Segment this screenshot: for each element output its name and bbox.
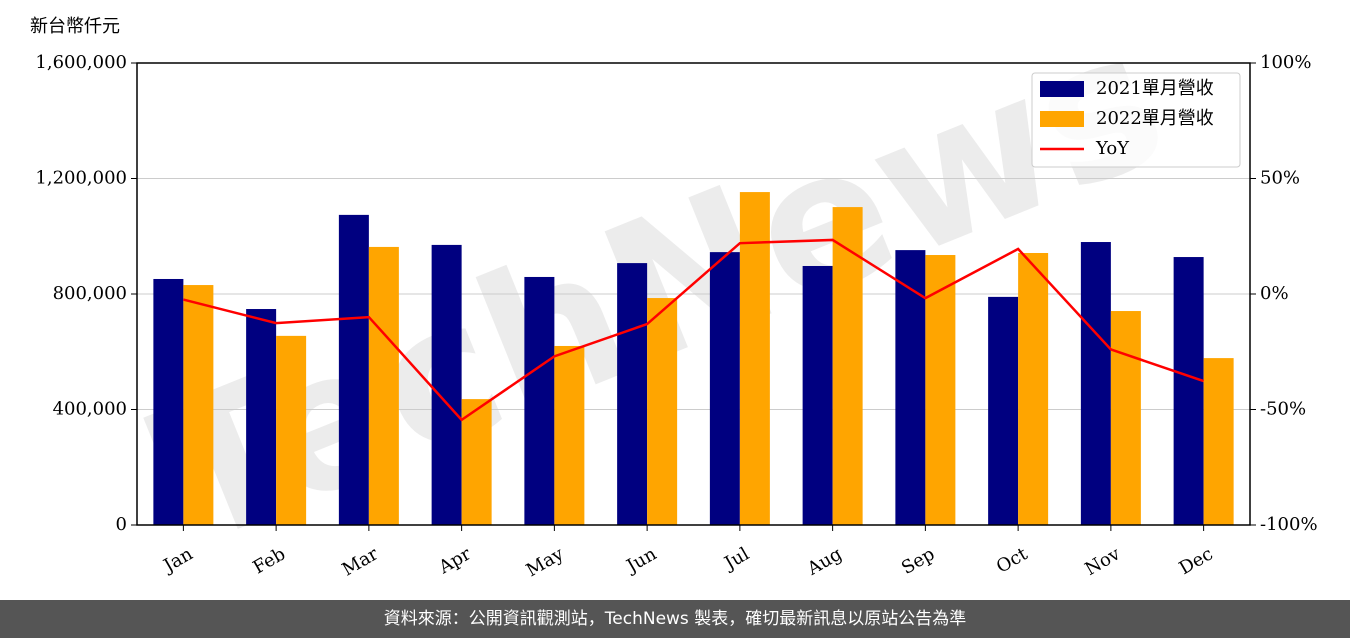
y-tick-label: 1,600,000 [35, 52, 127, 73]
chart: TechNews 新台幣仟元 0400,000800,0001,200,0001… [30, 0, 1318, 588]
x-tick-label: Jan [159, 543, 197, 577]
y-tick-label: 400,000 [53, 399, 127, 420]
x-tick-label: Sep [898, 543, 938, 578]
bar [988, 296, 1019, 525]
footer: 資料來源：公開資訊觀測站，TechNews 製表，確切最新訊息以原站公告為準 [0, 600, 1350, 638]
bar [832, 207, 863, 525]
bar [153, 278, 184, 525]
bar [338, 214, 369, 525]
bar [647, 298, 678, 525]
bar [246, 309, 277, 525]
bar [183, 285, 214, 525]
y2-tick-label: 50% [1260, 168, 1300, 189]
bar [709, 252, 740, 525]
y-tick-label: 800,000 [53, 283, 127, 304]
x-tick-label: May [523, 543, 568, 581]
x-tick-label: Aug [803, 543, 846, 580]
bar [276, 335, 307, 525]
bar [802, 265, 833, 525]
plot-frame [136, 62, 1251, 526]
bar [554, 345, 585, 525]
legend-label: 2021單月營收 [1096, 78, 1214, 99]
y-tick-label: 0 [116, 514, 127, 535]
x-tick-label: Dec [1176, 543, 1217, 579]
legend-swatch [1040, 111, 1084, 127]
bar [617, 263, 648, 525]
bar [461, 399, 492, 525]
bar [524, 276, 555, 525]
bar [739, 192, 770, 526]
bar [1110, 311, 1141, 525]
x-tick-label: Oct [993, 543, 1032, 578]
bar [1173, 257, 1204, 525]
y2-tick-label: -50% [1260, 399, 1306, 420]
y2-tick-label: 0% [1260, 283, 1289, 304]
legend-label: 2022單月營收 [1096, 108, 1214, 129]
y-tick-label: 1,200,000 [35, 168, 127, 189]
bar [368, 246, 399, 525]
bar [925, 255, 956, 526]
yoy-line [183, 238, 1205, 422]
bar [895, 250, 926, 526]
x-tick-label: Apr [435, 543, 475, 578]
x-tick-label: Jul [719, 543, 753, 575]
legend-label: YoY [1095, 138, 1130, 159]
bar [431, 244, 462, 525]
bar [1018, 252, 1049, 525]
bar [1080, 242, 1111, 525]
bar [1203, 358, 1234, 525]
x-tick-label: Jun [622, 543, 661, 578]
x-tick-label: Nov [1082, 543, 1125, 580]
y-axis-label: 新台幣仟元 [30, 16, 120, 37]
y2-tick-label: 100% [1260, 52, 1311, 73]
y2-tick-label: -100% [1260, 514, 1318, 535]
x-tick-label: Mar [339, 543, 383, 580]
legend-swatch [1040, 81, 1084, 97]
